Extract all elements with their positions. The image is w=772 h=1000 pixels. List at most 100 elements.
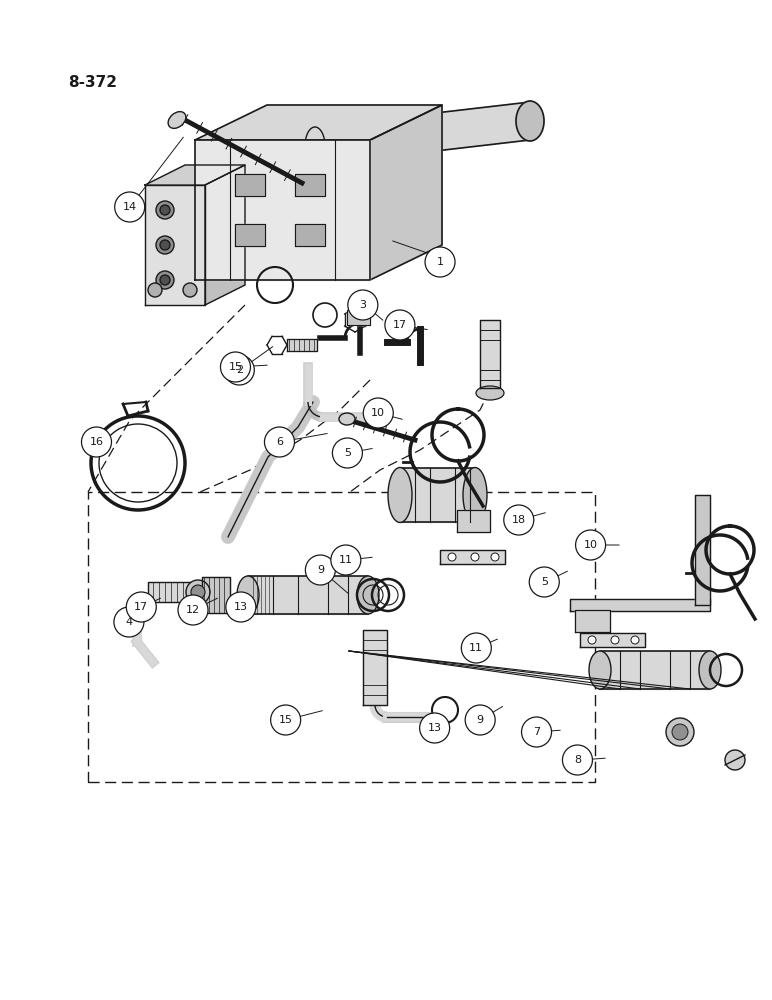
Circle shape <box>471 553 479 561</box>
Polygon shape <box>287 339 317 351</box>
Polygon shape <box>695 495 710 605</box>
Circle shape <box>348 290 378 320</box>
Circle shape <box>226 592 256 622</box>
Ellipse shape <box>476 386 504 400</box>
Text: 6: 6 <box>276 437 283 447</box>
Ellipse shape <box>589 651 611 689</box>
Circle shape <box>364 398 393 428</box>
Text: 8: 8 <box>574 755 581 765</box>
Text: 15: 15 <box>229 362 242 372</box>
Polygon shape <box>440 550 505 564</box>
Polygon shape <box>480 320 500 388</box>
Text: 17: 17 <box>134 602 148 612</box>
Circle shape <box>306 555 335 585</box>
Text: 17: 17 <box>393 320 407 330</box>
Circle shape <box>160 205 170 215</box>
Circle shape <box>186 580 210 604</box>
Polygon shape <box>195 140 370 280</box>
Text: 11: 11 <box>339 555 353 565</box>
Circle shape <box>666 718 694 746</box>
Polygon shape <box>235 174 265 196</box>
Circle shape <box>127 592 156 622</box>
Circle shape <box>462 633 491 663</box>
Text: 7: 7 <box>533 727 540 737</box>
Text: 15: 15 <box>279 715 293 725</box>
Text: 5: 5 <box>344 448 351 458</box>
Circle shape <box>156 236 174 254</box>
Ellipse shape <box>237 576 259 614</box>
Circle shape <box>466 705 495 735</box>
Text: 10: 10 <box>584 540 598 550</box>
Circle shape <box>491 553 499 561</box>
Text: 4: 4 <box>125 617 133 627</box>
Ellipse shape <box>305 127 325 165</box>
Polygon shape <box>202 577 230 613</box>
Polygon shape <box>580 633 645 647</box>
Text: 11: 11 <box>469 643 483 653</box>
Polygon shape <box>145 165 245 185</box>
Ellipse shape <box>699 651 721 689</box>
Polygon shape <box>370 105 442 280</box>
Circle shape <box>563 745 592 775</box>
Circle shape <box>611 636 619 644</box>
Circle shape <box>160 240 170 250</box>
Polygon shape <box>575 610 610 632</box>
Polygon shape <box>600 651 710 689</box>
Text: 13: 13 <box>428 723 442 733</box>
Circle shape <box>160 275 170 285</box>
Circle shape <box>522 717 551 747</box>
Ellipse shape <box>357 576 379 614</box>
Polygon shape <box>148 582 193 602</box>
Polygon shape <box>347 310 370 325</box>
Circle shape <box>631 636 639 644</box>
Text: 14: 14 <box>123 202 137 212</box>
Circle shape <box>225 355 254 385</box>
Circle shape <box>265 427 294 457</box>
Text: 2: 2 <box>235 365 243 375</box>
Circle shape <box>178 595 208 625</box>
Polygon shape <box>248 576 368 614</box>
Circle shape <box>115 192 144 222</box>
Circle shape <box>183 283 197 297</box>
Polygon shape <box>570 599 710 611</box>
Polygon shape <box>295 224 325 246</box>
Circle shape <box>576 530 605 560</box>
Text: 9: 9 <box>476 715 484 725</box>
Circle shape <box>588 636 596 644</box>
Circle shape <box>385 310 415 340</box>
Text: 10: 10 <box>371 408 385 418</box>
Circle shape <box>504 505 533 535</box>
Circle shape <box>271 705 300 735</box>
Polygon shape <box>195 105 442 140</box>
Text: 1: 1 <box>436 257 444 267</box>
Ellipse shape <box>463 468 487 522</box>
Ellipse shape <box>339 413 355 425</box>
Polygon shape <box>235 224 265 246</box>
Text: 3: 3 <box>359 300 367 310</box>
Text: 16: 16 <box>90 437 103 447</box>
Circle shape <box>156 271 174 289</box>
Polygon shape <box>457 510 490 532</box>
Circle shape <box>420 713 449 743</box>
Ellipse shape <box>388 468 412 522</box>
Circle shape <box>114 607 144 637</box>
Text: 18: 18 <box>512 515 526 525</box>
Polygon shape <box>315 102 530 165</box>
Ellipse shape <box>168 112 186 128</box>
Ellipse shape <box>516 101 544 141</box>
Polygon shape <box>145 185 205 305</box>
Circle shape <box>331 545 361 575</box>
Polygon shape <box>400 468 475 522</box>
Circle shape <box>725 750 745 770</box>
Circle shape <box>191 585 205 599</box>
Text: 5: 5 <box>540 577 548 587</box>
Polygon shape <box>295 174 325 196</box>
Text: 13: 13 <box>234 602 248 612</box>
Circle shape <box>221 352 250 382</box>
Circle shape <box>156 201 174 219</box>
Text: 8-372: 8-372 <box>68 75 117 90</box>
Polygon shape <box>363 630 387 705</box>
Text: 12: 12 <box>186 605 200 615</box>
Circle shape <box>82 427 111 457</box>
Circle shape <box>448 553 456 561</box>
